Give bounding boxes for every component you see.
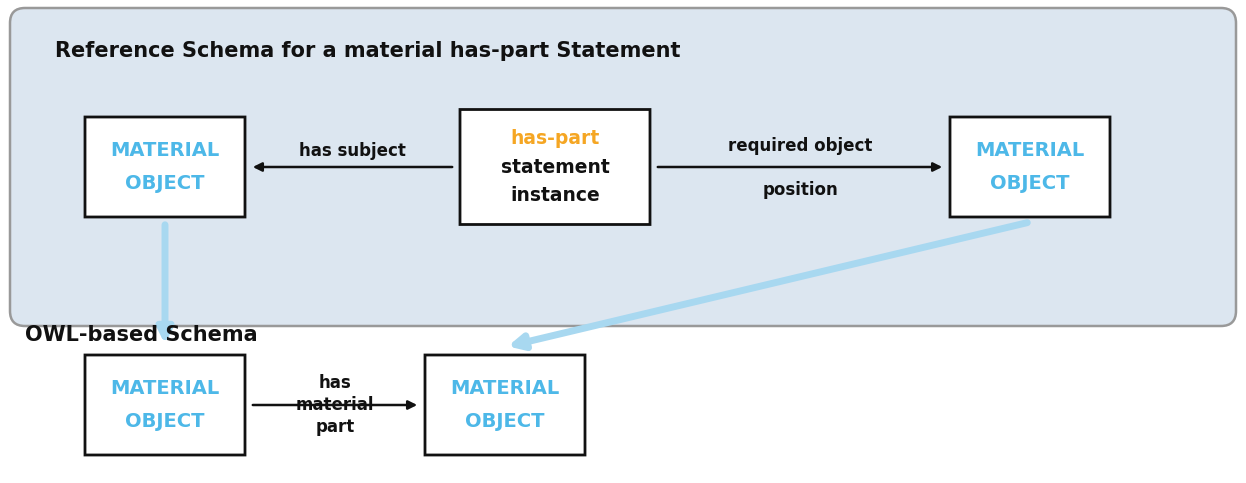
Text: part: part — [315, 418, 355, 436]
Text: OBJECT: OBJECT — [126, 412, 204, 431]
Text: statement: statement — [501, 157, 609, 176]
Text: OBJECT: OBJECT — [126, 174, 204, 193]
Text: required object: required object — [728, 137, 872, 155]
Text: OBJECT: OBJECT — [465, 412, 545, 431]
Text: has: has — [319, 374, 351, 392]
Text: position: position — [763, 181, 837, 199]
Text: has-part: has-part — [511, 129, 599, 148]
Text: Reference Schema for a material has-part Statement: Reference Schema for a material has-part… — [55, 41, 680, 61]
Text: MATERIAL: MATERIAL — [111, 379, 219, 398]
Text: material: material — [295, 396, 374, 414]
Text: MATERIAL: MATERIAL — [450, 379, 559, 398]
Text: instance: instance — [510, 186, 599, 205]
FancyBboxPatch shape — [85, 117, 245, 217]
FancyBboxPatch shape — [85, 355, 245, 455]
Text: OBJECT: OBJECT — [991, 174, 1070, 193]
Text: has subject: has subject — [299, 142, 406, 160]
FancyBboxPatch shape — [949, 117, 1110, 217]
FancyBboxPatch shape — [425, 355, 586, 455]
Text: MATERIAL: MATERIAL — [976, 141, 1084, 160]
FancyBboxPatch shape — [10, 8, 1236, 326]
FancyBboxPatch shape — [460, 110, 650, 225]
Text: OWL-based Schema: OWL-based Schema — [25, 325, 258, 345]
Text: MATERIAL: MATERIAL — [111, 141, 219, 160]
